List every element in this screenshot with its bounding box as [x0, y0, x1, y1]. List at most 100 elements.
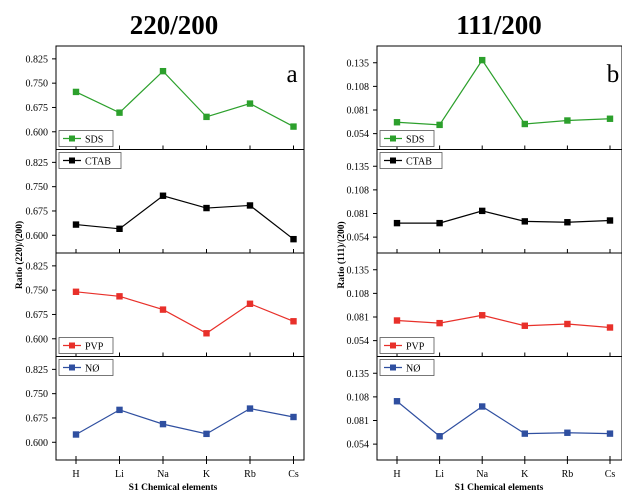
data-point — [246, 100, 254, 107]
subplot-sds: 0.054 0.081 0.108 0.135 SDS — [347, 45, 622, 150]
legend: SDS — [379, 130, 435, 147]
legend-box — [58, 337, 114, 354]
x-tick-label: Na — [157, 469, 169, 480]
data-point — [521, 322, 528, 329]
y-tick-label: 0.135 — [347, 369, 370, 380]
y-tick-label: 0.108 — [347, 289, 370, 300]
data-point — [159, 192, 167, 199]
data-point — [393, 219, 401, 227]
x-tick-label: H — [72, 469, 79, 480]
legend-marker — [69, 135, 75, 142]
data-point — [479, 207, 486, 215]
y-tick-label: 0.675 — [26, 413, 49, 424]
data-point — [159, 306, 167, 313]
series-line-ctab — [397, 210, 611, 224]
x-tick-label: Li — [115, 469, 124, 480]
legend: PVP — [58, 337, 114, 354]
panel-b: 111/200 b Ratio (111)/(200) S1 Chemical … — [336, 10, 622, 493]
series-line-sds — [396, 59, 611, 126]
data-point — [203, 430, 210, 438]
data-point — [116, 406, 123, 414]
data-point — [564, 320, 571, 328]
data-point — [246, 405, 254, 412]
y-tick-label: 0.081 — [347, 416, 370, 427]
panel-b-plot: 0.0540.0810.1080.135SDS0.0540.0810.1080.… — [347, 45, 622, 480]
y-tick-label: 0.054 — [347, 440, 370, 451]
subplot-frame — [55, 356, 305, 461]
subplot-pvp: 0.600 0.675 0.750 0.825 PVP — [26, 252, 305, 357]
x-tick-label: Rb — [562, 469, 574, 480]
y-tick-label: 0.135 — [347, 265, 370, 276]
data-point — [290, 123, 297, 130]
y-tick-label: 0.825 — [26, 365, 49, 376]
series-line-ctab — [75, 195, 294, 240]
data-point — [564, 429, 571, 436]
data-point — [606, 217, 614, 224]
legend-box — [58, 152, 122, 169]
legend: CTAB — [58, 152, 122, 169]
data-point — [116, 225, 123, 232]
x-tick-label: K — [203, 469, 211, 480]
x-tick-label: Cs — [605, 469, 616, 480]
data-point — [436, 121, 443, 129]
subplot-frame — [376, 356, 622, 461]
data-point — [246, 202, 254, 209]
panel-a-title: 220/200 — [130, 10, 219, 40]
y-tick-label: 0.825 — [26, 54, 49, 65]
data-point — [290, 413, 297, 421]
data-point — [521, 430, 528, 437]
legend-label: SDS — [85, 135, 103, 146]
y-tick-label: 0.054 — [347, 233, 370, 244]
legend-box — [379, 359, 435, 376]
data-point — [564, 219, 571, 226]
y-tick-label: 0.135 — [347, 162, 370, 173]
series-line-nø — [75, 407, 294, 436]
data-point — [606, 115, 614, 122]
panel-b-ylabel: Ratio (111)/(200) — [336, 221, 347, 288]
legend-label: PVP — [406, 342, 425, 353]
x-tick-label: H — [393, 469, 400, 480]
y-tick-label: 0.600 — [26, 438, 49, 449]
data-point — [116, 109, 123, 116]
data-point — [479, 56, 486, 64]
y-tick-label: 0.750 — [26, 286, 49, 297]
panel-a: 220/200 a Ratio (220)/(200) S1 Chemical … — [14, 10, 305, 493]
data-point — [290, 318, 297, 325]
legend-label: PVP — [85, 342, 104, 353]
subplot-nø: 0.600 0.675 0.750 0.825 H Li Na K Rb Cs NØ — [26, 356, 305, 480]
data-point — [203, 330, 210, 337]
legend: NØ — [58, 359, 114, 376]
y-tick-label: 0.135 — [347, 58, 370, 69]
y-tick-label: 0.750 — [26, 182, 49, 193]
subplot-ctab: 0.054 0.081 0.108 0.135 CTAB — [347, 149, 622, 254]
data-point — [479, 312, 486, 319]
panel-b-xlabel: S1 Chemical elements — [455, 483, 544, 493]
subplot-sds: 0.600 0.675 0.750 0.825 SDS — [26, 45, 305, 150]
panel-b-letter: b — [607, 61, 620, 88]
data-point — [393, 398, 401, 405]
legend-label: NØ — [406, 364, 420, 375]
data-point — [159, 67, 167, 75]
legend-label: NØ — [85, 364, 99, 375]
y-tick-label: 0.108 — [347, 392, 370, 403]
y-tick-label: 0.600 — [26, 231, 49, 242]
data-point — [393, 119, 401, 126]
data-point — [290, 235, 297, 243]
subplot-nø: 0.054 0.081 0.108 0.135 H Li Na K Rb Cs NØ — [347, 356, 622, 480]
y-tick-label: 0.108 — [347, 185, 370, 196]
data-point — [606, 324, 614, 331]
legend-marker — [390, 364, 396, 371]
y-tick-label: 0.825 — [26, 158, 49, 169]
series-line-nø — [396, 400, 611, 438]
legend-marker — [69, 157, 75, 164]
data-point — [203, 113, 210, 121]
legend-label: SDS — [406, 135, 424, 146]
y-tick-label: 0.054 — [347, 336, 370, 347]
y-tick-label: 0.600 — [26, 334, 49, 345]
data-point — [564, 117, 571, 124]
legend-marker — [69, 364, 75, 371]
y-tick-label: 0.675 — [26, 206, 49, 217]
y-tick-label: 0.054 — [347, 129, 370, 140]
data-point — [606, 430, 614, 437]
